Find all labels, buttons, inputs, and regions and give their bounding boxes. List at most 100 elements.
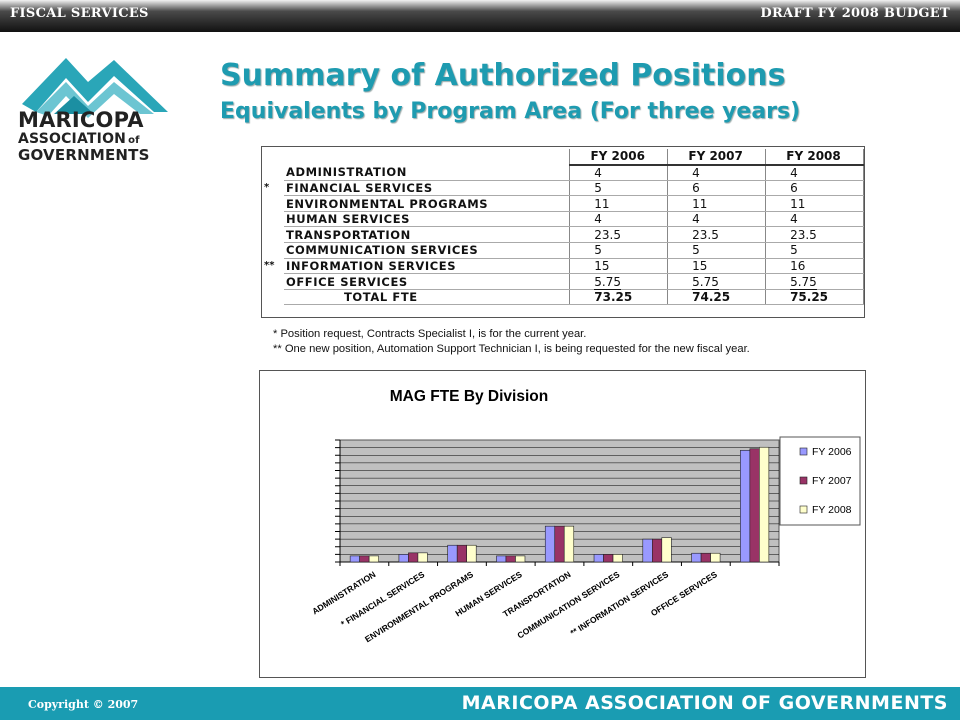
legend-label: FY 2008 bbox=[812, 504, 852, 516]
total-cell: 73.25 bbox=[569, 289, 669, 306]
row-label: ENVIRONMENTAL PROGRAMS bbox=[283, 195, 571, 212]
row-label: INFORMATION SERVICES bbox=[283, 258, 571, 275]
bar bbox=[447, 544, 458, 563]
column-header: FY 2008 bbox=[765, 149, 864, 166]
table-cell: 23.5 bbox=[569, 226, 669, 244]
legend-swatch bbox=[799, 505, 808, 514]
bar bbox=[759, 446, 770, 563]
bar bbox=[349, 555, 360, 563]
chart-title: MAG FTE By Division bbox=[390, 388, 548, 405]
table-cell: 5.75 bbox=[765, 273, 864, 290]
table-cell: 4 bbox=[667, 164, 767, 181]
footnote: * Position request, Contracts Specialist… bbox=[273, 328, 587, 340]
cell-value: 5.75 bbox=[594, 274, 621, 290]
table-header-row: FY 2006 FY 2007 FY 2008 bbox=[262, 149, 864, 166]
row-mark bbox=[262, 289, 284, 305]
table-cell: 23.5 bbox=[667, 226, 767, 244]
bar bbox=[368, 555, 379, 563]
bar bbox=[505, 555, 516, 563]
logo-maricopa: MARICOPA bbox=[18, 108, 144, 132]
total-row: TOTAL FTE 73.25 74.25 75.25 bbox=[262, 289, 864, 306]
table-cell: 4 bbox=[765, 164, 864, 181]
bar bbox=[642, 538, 653, 563]
row-label: COMMUNICATION SERVICES bbox=[283, 242, 571, 259]
table-cell: 4 bbox=[569, 211, 669, 228]
legend-swatch bbox=[799, 447, 808, 456]
table-cell: 16 bbox=[765, 258, 864, 275]
bar bbox=[496, 555, 507, 563]
footnotes: * Position request, Contracts Specialist… bbox=[273, 327, 750, 357]
row-label: HUMAN SERVICES bbox=[283, 211, 571, 228]
table-cell: 5 bbox=[765, 242, 864, 259]
table-row: ENVIRONMENTAL PROGRAMS 11 11 11 bbox=[262, 195, 864, 212]
logo-governments: GOVERNMENTS bbox=[18, 146, 150, 164]
top-banner: FISCAL SERVICES DRAFT FY 2008 BUDGET bbox=[0, 0, 960, 32]
document-label: DRAFT FY 2008 BUDGET bbox=[760, 6, 950, 21]
row-label: ADMINISTRATION bbox=[283, 164, 571, 181]
table-cell: 15 bbox=[569, 258, 669, 275]
page-title: Summary of Authorized Positions bbox=[220, 58, 786, 93]
bar bbox=[515, 555, 526, 563]
table-row: * FINANCIAL SERVICES 5 6 6 bbox=[262, 180, 864, 197]
table-row: ADMINISTRATION 4 4 4 bbox=[262, 164, 864, 181]
legend-swatch bbox=[799, 476, 808, 485]
bar bbox=[710, 552, 721, 563]
bar bbox=[661, 537, 672, 563]
bar bbox=[398, 554, 409, 563]
row-label: FINANCIAL SERVICES bbox=[283, 180, 571, 197]
total-cell: 75.25 bbox=[765, 289, 864, 306]
legend-label: FY 2007 bbox=[812, 475, 852, 487]
table-header-blank bbox=[283, 149, 571, 165]
row-mark bbox=[262, 227, 284, 243]
legend-box bbox=[779, 436, 861, 526]
mag-logo-icon bbox=[22, 58, 168, 118]
bar bbox=[740, 449, 751, 563]
row-label: TRANSPORTATION bbox=[283, 226, 571, 244]
row-mark bbox=[262, 243, 284, 259]
table-cell: 5 bbox=[667, 242, 767, 259]
table-cell: 4 bbox=[765, 211, 864, 228]
table-row: ** INFORMATION SERVICES 15 15 16 bbox=[262, 258, 864, 275]
logo-association: ASSOCIATION of bbox=[18, 131, 140, 147]
table-cell: 23.5 bbox=[765, 226, 864, 244]
bar bbox=[603, 554, 614, 563]
bar bbox=[417, 552, 428, 563]
table-cell: 6 bbox=[667, 180, 767, 197]
total-label: TOTAL FTE bbox=[283, 289, 571, 306]
row-mark bbox=[262, 274, 284, 290]
bar bbox=[554, 525, 565, 563]
bar bbox=[466, 544, 477, 563]
copyright: Copyright © 2007 bbox=[28, 698, 139, 711]
cell-value: 5.75 bbox=[692, 274, 719, 290]
bar bbox=[593, 554, 604, 563]
table-row: HUMAN SERVICES 4 4 4 bbox=[262, 211, 864, 228]
fte-table-image: FY 2006 FY 2007 FY 2008 ADMINISTRATION 4 4… bbox=[261, 146, 865, 318]
table-cell: 15 bbox=[667, 258, 767, 275]
x-tick-label: ** INFORMATION SERVICES bbox=[569, 569, 671, 638]
table-row: COMMUNICATION SERVICES 5 5 5 bbox=[262, 242, 864, 259]
table-cell: 11 bbox=[569, 195, 669, 212]
table-header-blank bbox=[262, 149, 284, 165]
row-mark bbox=[262, 196, 284, 212]
footnote: ** One new position, Automation Support … bbox=[273, 343, 750, 355]
bar bbox=[456, 544, 467, 563]
column-header: FY 2006 bbox=[569, 149, 669, 166]
table-cell: 5 bbox=[569, 180, 669, 197]
column-header: FY 2007 bbox=[667, 149, 767, 166]
row-mark bbox=[262, 165, 284, 181]
total-cell: 74.25 bbox=[667, 289, 767, 306]
bar bbox=[612, 554, 623, 563]
bar bbox=[749, 448, 760, 563]
row-mark: * bbox=[264, 182, 270, 194]
table-row: TRANSPORTATION 23.5 23.5 23.5 bbox=[262, 226, 864, 244]
bar bbox=[691, 552, 702, 563]
fte-table: FY 2006 FY 2007 FY 2008 ADMINISTRATION 4 4… bbox=[262, 149, 864, 306]
bar bbox=[408, 552, 419, 563]
row-label: OFFICE SERVICES bbox=[283, 273, 571, 290]
table-row: OFFICE SERVICES 5.75 5.75 5.75 bbox=[262, 273, 864, 290]
table-cell: 4 bbox=[569, 164, 669, 181]
bar bbox=[652, 538, 663, 563]
table-cell: 11 bbox=[765, 195, 864, 212]
cell-value: 5.75 bbox=[790, 274, 817, 290]
